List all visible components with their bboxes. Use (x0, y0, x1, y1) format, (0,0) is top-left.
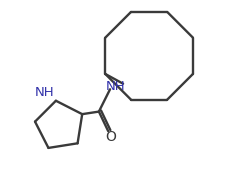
Text: O: O (105, 130, 116, 144)
Text: NH: NH (35, 86, 55, 99)
Text: NH: NH (106, 80, 125, 93)
